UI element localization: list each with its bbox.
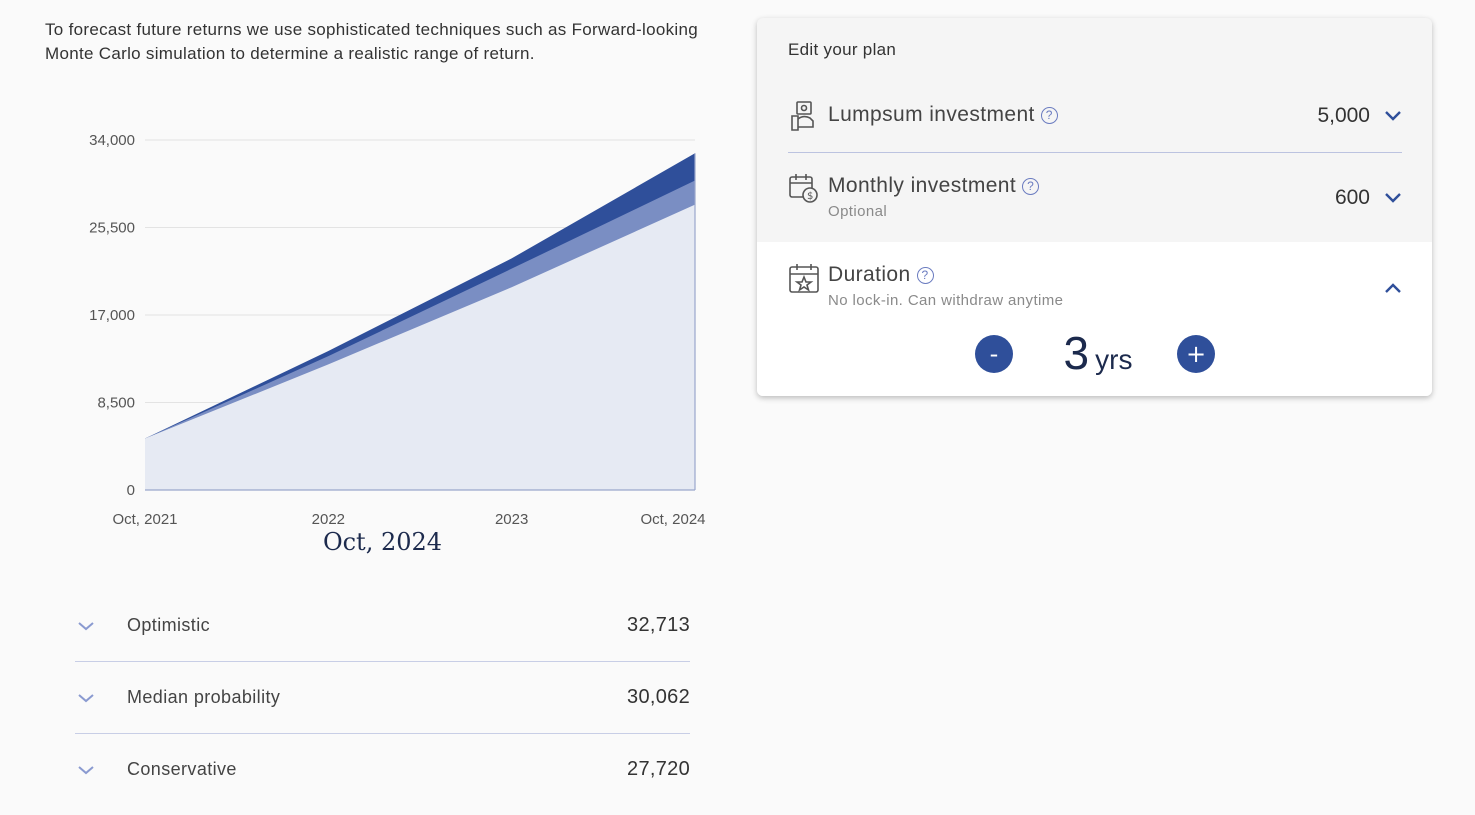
- chevron-down-icon[interactable]: [75, 692, 127, 704]
- outcome-conservative[interactable]: Conservative 27,720: [75, 734, 690, 805]
- lumpsum-value: 5,000: [1317, 104, 1370, 127]
- calendar-star-icon: [788, 262, 820, 299]
- calendar-dollar-icon: $: [788, 172, 820, 209]
- outcome-value: 27,720: [627, 758, 690, 780]
- y-tick-label: 17,000: [89, 307, 135, 324]
- outcome-optimistic[interactable]: Optimistic 32,713: [75, 590, 690, 662]
- y-tick-label: 25,500: [89, 220, 135, 237]
- outcome-label: Optimistic: [127, 615, 211, 635]
- decrease-duration-button[interactable]: -: [975, 335, 1013, 373]
- selected-date: Oct, 2024: [322, 528, 443, 556]
- help-icon[interactable]: ?: [916, 266, 934, 284]
- help-icon[interactable]: ?: [1022, 177, 1040, 195]
- increase-duration-button[interactable]: +: [1177, 335, 1215, 373]
- svg-text:$: $: [807, 191, 813, 202]
- chevron-up-icon[interactable]: [1384, 276, 1402, 300]
- duration-section: Duration? No lock-in. Can withdraw anyti…: [757, 242, 1432, 396]
- panel-title: Edit your plan: [788, 40, 897, 59]
- duration-label: Duration: [828, 263, 911, 286]
- edit-plan-panel: Edit your plan Lumpsum investment? 5,000: [757, 18, 1432, 396]
- x-tick-label: Oct, 2024: [640, 511, 705, 528]
- chevron-down-icon[interactable]: [1384, 104, 1402, 128]
- chart-areas: [145, 153, 696, 491]
- divider: [788, 152, 1402, 153]
- duration-sublabel: No lock-in. Can withdraw anytime: [828, 292, 1064, 309]
- monthly-sublabel: Optional: [828, 203, 888, 220]
- y-axis-ticks: 34,000 25,500 17,000 8,500 0: [89, 132, 135, 499]
- outcome-list: Optimistic 32,713 Median probability 30,…: [75, 590, 690, 805]
- y-tick-label: 34,000: [89, 132, 135, 149]
- outcome-label: Conservative: [127, 759, 237, 779]
- duration-row[interactable]: Duration? No lock-in. Can withdraw anyti…: [788, 260, 1402, 316]
- help-icon[interactable]: ?: [1040, 106, 1058, 124]
- x-axis-ticks: Oct, 2021 2022 2023 Oct, 2024: [112, 511, 705, 528]
- y-tick-label: 8,500: [97, 395, 135, 412]
- chevron-down-icon[interactable]: [1384, 186, 1402, 210]
- lumpsum-row[interactable]: Lumpsum investment? 5,000: [788, 98, 1402, 138]
- monthly-label: Monthly investment: [828, 174, 1017, 197]
- outcome-value: 30,062: [627, 686, 690, 708]
- x-tick-label: Oct, 2021: [112, 511, 177, 528]
- monthly-value: 600: [1334, 186, 1370, 209]
- series-area-conservative: [145, 204, 695, 490]
- forecast-chart: 34,000 25,500 17,000 8,500 0 Oct, 2021 2022 20…: [89, 132, 705, 528]
- chevron-down-icon[interactable]: [75, 620, 127, 632]
- y-tick-label: 0: [127, 482, 135, 499]
- duration-display: 3 yrs: [1053, 326, 1143, 380]
- x-tick-label: 2023: [495, 511, 528, 528]
- x-tick-label: 2022: [312, 511, 345, 528]
- chevron-down-icon[interactable]: [75, 764, 127, 776]
- intro-text: To forecast future returns we use sophis…: [45, 20, 698, 63]
- money-bag-icon: [788, 100, 818, 137]
- outcome-label: Median probability: [127, 687, 281, 707]
- outcome-value: 32,713: [627, 614, 690, 636]
- outcome-median[interactable]: Median probability 30,062: [75, 662, 690, 734]
- lumpsum-label: Lumpsum investment: [828, 103, 1035, 126]
- monthly-row[interactable]: $ Monthly investment? Optional 600: [788, 170, 1402, 226]
- duration-value: 3: [1063, 327, 1090, 379]
- duration-unit: yrs: [1095, 344, 1133, 375]
